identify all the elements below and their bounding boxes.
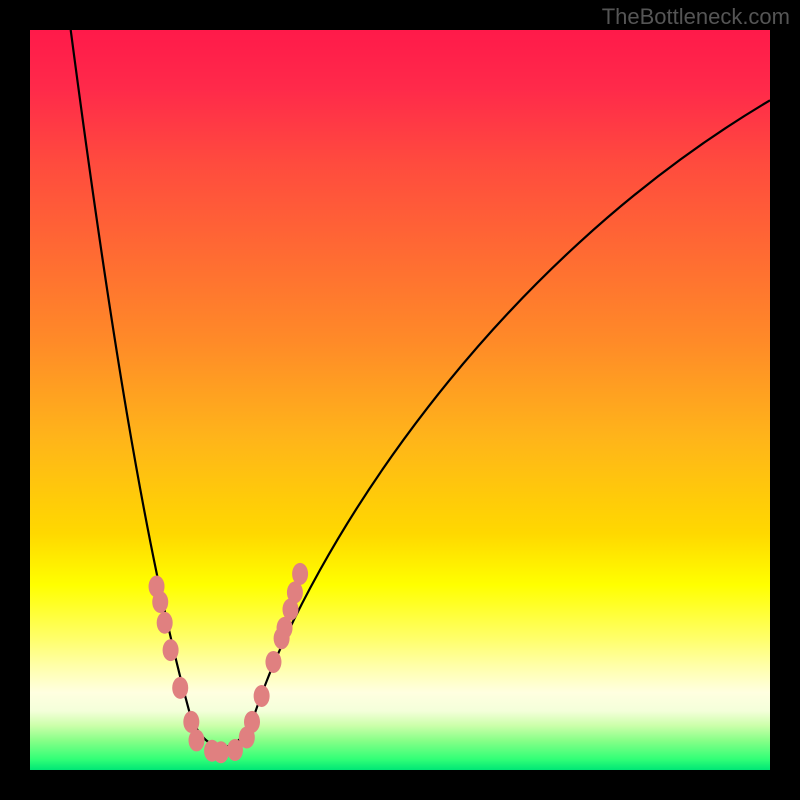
data-marker — [172, 677, 188, 699]
data-marker — [163, 639, 179, 661]
data-marker — [189, 729, 205, 751]
data-marker — [292, 563, 308, 585]
chart-root: TheBottleneck.com — [0, 0, 800, 800]
data-marker — [213, 741, 229, 763]
data-marker — [254, 685, 270, 707]
plot-area — [30, 30, 770, 770]
data-marker — [152, 591, 168, 613]
data-marker — [157, 612, 173, 634]
watermark-text: TheBottleneck.com — [602, 4, 790, 30]
data-marker — [244, 711, 260, 733]
bottleneck-chart — [0, 0, 800, 800]
data-marker — [265, 651, 281, 673]
